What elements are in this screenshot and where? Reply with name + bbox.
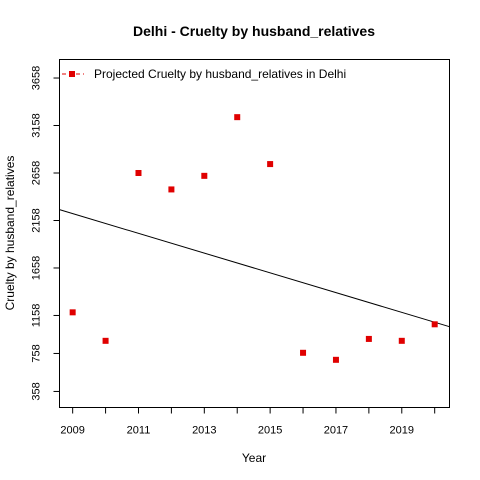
y-tick-label: 3658	[31, 66, 43, 90]
data-point	[201, 172, 208, 179]
data-point	[431, 321, 438, 328]
y-tick-label: 1158	[31, 304, 43, 328]
trend-line	[59, 209, 450, 328]
x-axis-label: Year	[242, 451, 266, 465]
data-point	[135, 169, 142, 176]
data-point	[168, 186, 175, 193]
data-point	[332, 356, 339, 363]
legend-entry: Projected Cruelty by husband_relatives i…	[94, 67, 346, 81]
chart-title: Delhi - Cruelty by husband_relatives	[133, 23, 375, 39]
data-point	[69, 309, 76, 316]
data-point	[300, 349, 307, 356]
y-tick-label: 758	[31, 344, 43, 362]
x-tick-label: 2015	[258, 425, 282, 437]
data-point	[234, 114, 241, 121]
y-tick-label: 358	[31, 382, 43, 400]
data-point	[398, 337, 405, 344]
x-tick-label: 2009	[60, 425, 84, 437]
x-tick-label: 2019	[390, 425, 414, 437]
y-axis: 358 758 1158 1658 2158 2658 3158 3658	[31, 66, 60, 401]
y-tick-label: 2158	[31, 208, 43, 232]
data-point	[267, 161, 274, 168]
x-tick-label: 2017	[324, 425, 348, 437]
data-point	[365, 335, 372, 342]
data-point	[102, 337, 109, 344]
x-tick-label: 2011	[127, 425, 151, 437]
x-tick-label: 2013	[192, 425, 216, 437]
data-points	[69, 114, 438, 363]
plot-area	[59, 59, 450, 408]
x-axis: 2009 2011 2013 2015 2017 2019	[60, 407, 436, 437]
legend: Projected Cruelty by husband_relatives i…	[62, 67, 346, 81]
y-tick-label: 1658	[31, 256, 43, 280]
y-tick-label: 3158	[31, 113, 43, 137]
y-tick-label: 2658	[31, 161, 43, 185]
y-axis-label: Cruelty by husband_relatives	[3, 156, 17, 311]
legend-marker	[69, 71, 75, 77]
